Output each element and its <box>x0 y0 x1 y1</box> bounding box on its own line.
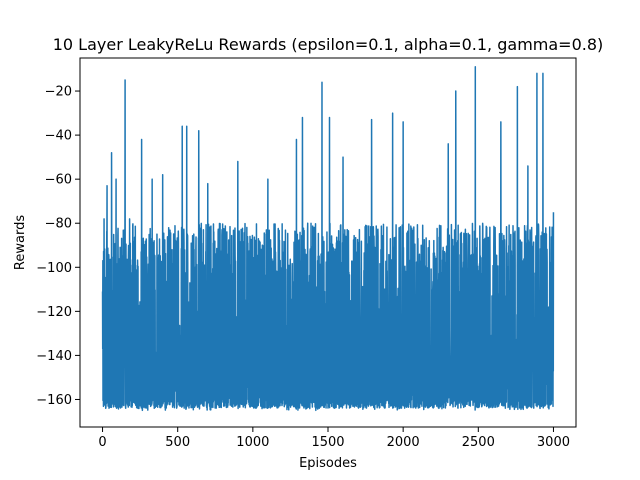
x-tick-label: 500 <box>165 435 190 450</box>
chart-title: 10 Layer LeakyReLu Rewards (epsilon=0.1,… <box>53 35 604 54</box>
y-tick-label: −60 <box>45 173 72 188</box>
x-tick-label: 0 <box>98 435 106 450</box>
x-tick-label: 2500 <box>462 435 495 450</box>
series-layer <box>101 66 555 412</box>
y-tick-label: −120 <box>36 305 72 320</box>
y-tick-label: −20 <box>45 85 72 100</box>
y-tick-label: −80 <box>45 217 72 232</box>
rewards-series-line <box>101 66 555 412</box>
ticks-layer: 0 500 1000 1500 2000 2500 3000 −160 −140 −120 −100… <box>36 85 570 450</box>
x-tick-label: 1500 <box>311 435 344 450</box>
plot-frame <box>79 57 577 428</box>
y-tick-label: −40 <box>45 129 72 144</box>
y-tick-label: −160 <box>36 393 72 408</box>
x-tick-label: 3000 <box>537 435 570 450</box>
x-tick-label: 2000 <box>387 435 420 450</box>
y-tick-label: −100 <box>36 261 72 276</box>
y-axis-label: Rewards <box>13 215 28 270</box>
x-axis-label: Episodes <box>299 456 357 471</box>
x-tick-label: 1000 <box>236 435 269 450</box>
y-tick-label: −140 <box>36 349 72 364</box>
